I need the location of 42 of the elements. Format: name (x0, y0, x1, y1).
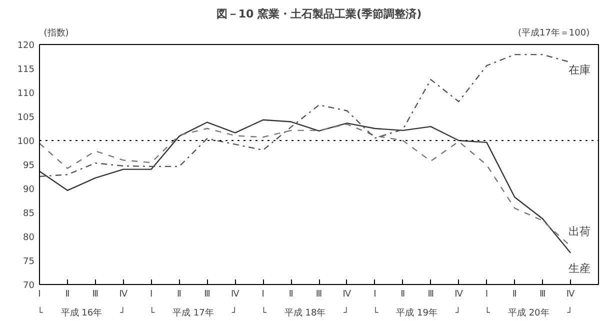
y-tick-label: 80 (23, 233, 35, 243)
y-tick-label: 85 (23, 209, 34, 219)
y-tick-label: 115 (17, 65, 35, 75)
x-tick-label: Ⅰ (374, 290, 376, 300)
x-tick-label: Ⅳ (342, 290, 352, 300)
x-tick-label: Ⅰ (262, 290, 264, 300)
x-tick-label: Ⅱ (288, 290, 294, 300)
x-tick-label: Ⅲ (204, 290, 210, 300)
x-tick-label: Ⅲ (92, 290, 99, 300)
x-tick-label: Ⅳ (454, 290, 464, 300)
x-tick-label: Ⅲ (316, 290, 322, 300)
x-tick-label: Ⅱ (512, 290, 517, 300)
y-axis-title: (指数) (44, 28, 69, 38)
x-tick-label: Ⅰ (150, 290, 153, 300)
x-tick-label: Ⅲ (428, 290, 434, 300)
x-tick-label: Ⅱ (65, 290, 70, 300)
y-tick-label: 70 (23, 281, 35, 291)
series-label: 出荷 (568, 225, 591, 238)
x-tick-label: Ⅱ (177, 290, 182, 300)
chart-title: 図－10 窯業・土石製品工業(季節調整済) (216, 8, 422, 20)
x-tick-label: Ⅰ (38, 290, 41, 300)
x-tick-label: Ⅲ (539, 290, 546, 300)
text: └ 平成 20年 ┘ (484, 306, 573, 318)
y-tick-label: 95 (23, 161, 34, 171)
y-tick-label: 110 (17, 89, 35, 99)
x-tick-label: Ⅳ (566, 290, 576, 300)
x-tick-label: Ⅱ (400, 290, 406, 300)
x-tick-label: Ⅳ (119, 290, 128, 300)
y-tick-label: 105 (17, 113, 35, 123)
y-tick-label: 100 (17, 137, 35, 147)
x-tick-label: Ⅰ (485, 290, 488, 300)
series-label: 生産 (568, 262, 591, 275)
series-label: 在庫 (568, 63, 591, 76)
text: └ 平成 16年 ┘ (37, 306, 126, 318)
text: (平成17年＝100) (518, 28, 590, 38)
y-tick-label: 120 (17, 41, 35, 51)
text: └ 平成 19年 ┘ (372, 306, 461, 318)
y-tick-label: 90 (23, 185, 35, 195)
text: └ 平成 17年 ┘ (149, 306, 238, 318)
x-tick-label: Ⅳ (230, 290, 240, 300)
text: └ 平成 18年 ┘ (260, 306, 350, 318)
y-tick-label: 75 (23, 257, 34, 267)
